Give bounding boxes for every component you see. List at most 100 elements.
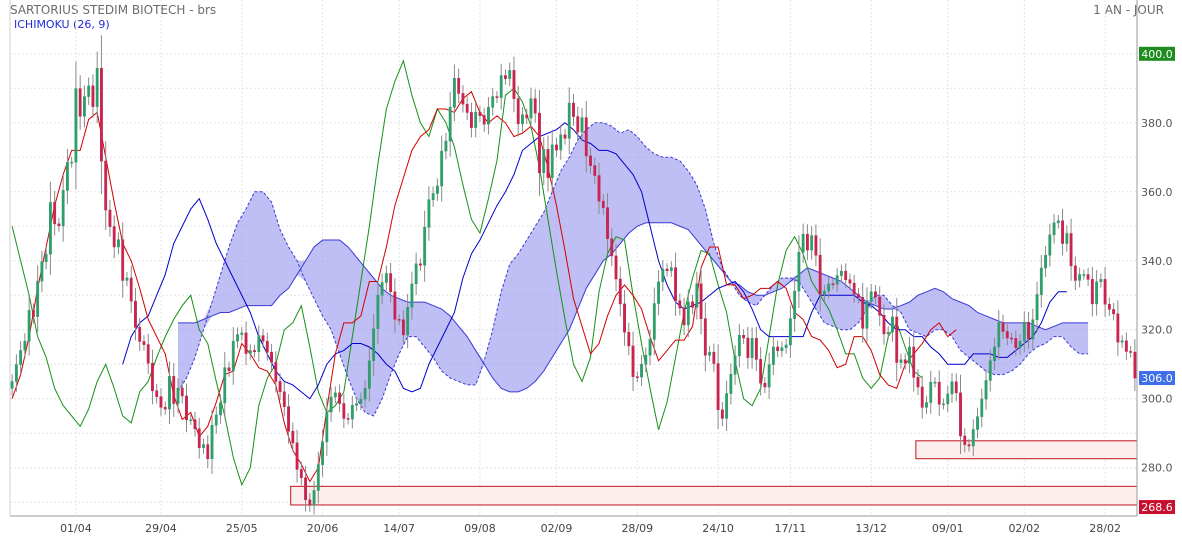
candle-body <box>618 278 622 305</box>
candle-body <box>1005 331 1009 339</box>
candle-body <box>971 429 975 447</box>
candle-body <box>899 359 903 363</box>
candle-body <box>1027 321 1030 340</box>
candle-body <box>384 273 388 283</box>
candle-body <box>410 283 414 308</box>
candles <box>10 35 1137 515</box>
candle-body <box>729 373 733 394</box>
candle-body <box>576 116 580 133</box>
candle-body <box>801 233 805 253</box>
candle-body <box>567 102 571 139</box>
candle-body <box>172 376 176 404</box>
x-tick-label: 17/11 <box>775 522 807 535</box>
candle-body <box>784 344 788 348</box>
candle-body <box>827 283 831 292</box>
candle-body <box>635 376 639 378</box>
candle-body <box>74 88 78 163</box>
candle-body <box>350 405 354 420</box>
candle-body <box>963 435 967 445</box>
y-tick-label: 320.0 <box>1141 324 1173 337</box>
candle-body <box>627 331 631 347</box>
candle-body <box>282 391 286 407</box>
indicator-label[interactable]: ICHIMOKU (26, 9) <box>14 18 110 31</box>
candle-body <box>414 263 418 285</box>
candle-body <box>19 350 23 365</box>
candle-body <box>1014 338 1018 348</box>
candle-body <box>372 328 376 362</box>
candle-body <box>780 347 784 352</box>
y-tick-label: 340.0 <box>1141 255 1173 268</box>
candle-body <box>253 350 256 353</box>
candle-body <box>202 444 205 448</box>
candle-body <box>725 393 729 419</box>
candle-body <box>61 190 65 227</box>
candle-body <box>397 319 401 321</box>
candle-body <box>538 112 541 174</box>
candle-body <box>980 398 984 417</box>
candle-body <box>942 403 945 406</box>
candle-body <box>1056 220 1060 224</box>
candle-body <box>657 281 660 304</box>
candle-body <box>308 499 312 506</box>
candle-body <box>278 381 282 393</box>
senkou-a-line <box>177 122 1089 417</box>
x-tick-label: 28/09 <box>621 522 653 535</box>
candle-body <box>236 334 239 342</box>
x-tick-label: 29/04 <box>145 522 177 535</box>
candle-body <box>270 351 273 363</box>
candle-body <box>542 149 546 174</box>
candle-body <box>227 367 231 372</box>
candle-body <box>580 117 584 133</box>
x-tick-label: 01/04 <box>60 522 92 535</box>
candle-body <box>57 223 61 227</box>
candle-body <box>346 418 350 420</box>
candle-body <box>865 300 869 329</box>
candle-body <box>988 360 992 381</box>
candle-body <box>874 291 877 298</box>
candle-body <box>959 392 962 437</box>
candle-body <box>950 381 954 395</box>
candle-body <box>376 294 380 329</box>
candle-body <box>1086 274 1090 280</box>
candle-body <box>750 338 754 358</box>
candle-body <box>614 255 618 280</box>
candle-body <box>1065 233 1069 244</box>
candle-body <box>1129 351 1133 353</box>
candle-body <box>342 403 346 419</box>
candle-body <box>691 301 694 308</box>
candle-body <box>393 291 397 320</box>
candle-body <box>810 235 814 251</box>
support-zone <box>290 485 1138 506</box>
candle-body <box>835 275 839 285</box>
candle-body <box>521 114 524 125</box>
candle-body <box>563 134 567 139</box>
x-tick-label: 24/10 <box>702 522 734 535</box>
chart-period[interactable]: 1 AN - JOUR <box>1093 3 1164 17</box>
candle-body <box>185 395 188 421</box>
candle-body <box>1035 294 1039 320</box>
candle-body <box>291 430 295 444</box>
candle-body <box>91 85 95 107</box>
candle-body <box>508 70 512 79</box>
candle-body <box>1090 279 1094 305</box>
candle-body <box>912 346 916 378</box>
candle-body <box>925 402 928 408</box>
candle-body <box>831 283 835 286</box>
candle-body <box>903 359 907 364</box>
candle-body <box>121 239 125 281</box>
candle-body <box>1133 351 1137 379</box>
y-tick-label: 360.0 <box>1141 186 1173 199</box>
candle-body <box>682 307 686 326</box>
candle-body <box>401 319 405 336</box>
candle-body <box>1001 322 1005 332</box>
candle-body <box>431 193 435 200</box>
candle-body <box>325 411 329 443</box>
candle-body <box>44 253 48 263</box>
candle-body <box>746 337 750 358</box>
candle-body <box>193 419 197 429</box>
x-tick-label: 02/02 <box>1008 522 1040 535</box>
candle-body <box>937 381 941 405</box>
candle-body <box>1112 309 1116 315</box>
